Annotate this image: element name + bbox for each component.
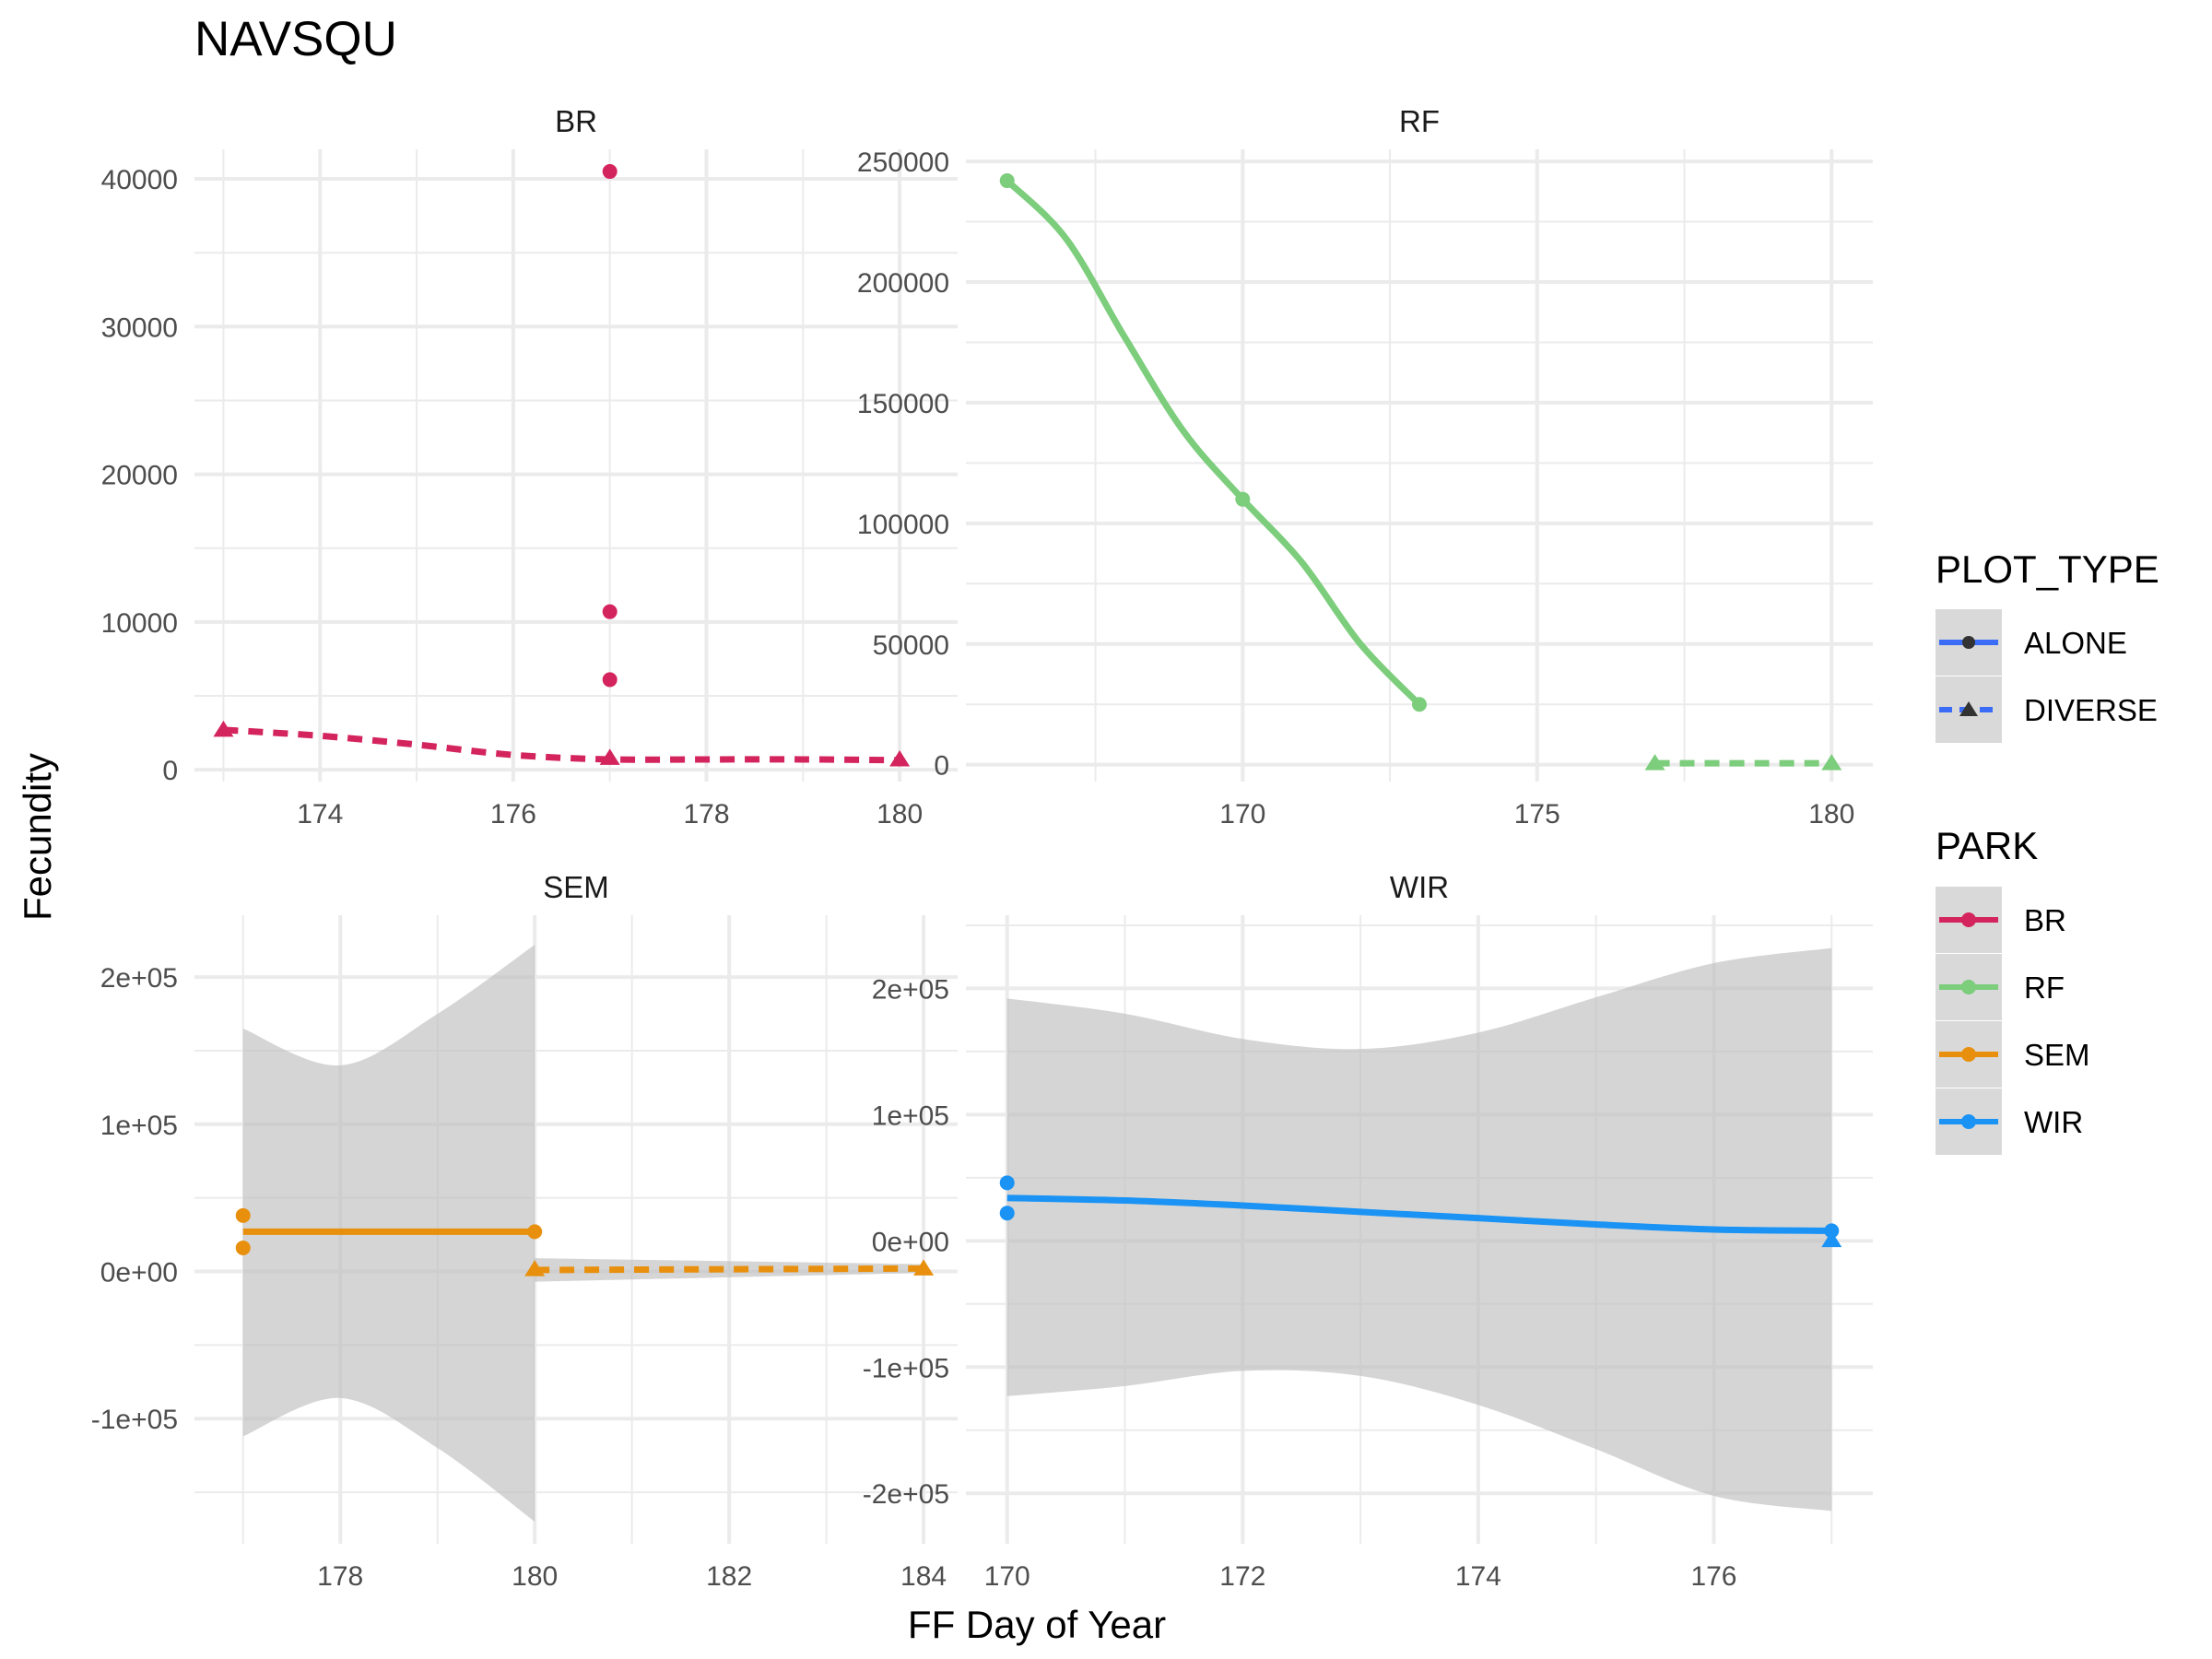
legend-title-plot-type: PLOT_TYPE	[1936, 547, 2159, 591]
data-point-diverse	[1644, 754, 1665, 771]
y-tick-label: -1e+05	[863, 1353, 949, 1383]
y-tick-label: 50000	[873, 630, 949, 661]
y-axis-title: Fecundity	[16, 753, 59, 921]
y-tick-label: 2e+05	[100, 963, 178, 994]
data-point-diverse	[889, 749, 911, 767]
data-point-diverse	[913, 1259, 935, 1276]
data-point-alone	[1235, 491, 1251, 507]
y-tick-label: 0e+00	[872, 1227, 949, 1257]
data-point-alone	[235, 1240, 251, 1255]
data-point-alone	[602, 164, 618, 180]
trend-line-diverse	[223, 726, 900, 764]
x-tick-label: 184	[900, 1561, 947, 1592]
y-tick-label: 20000	[101, 461, 178, 491]
panels: BR 174 176 178 180 0 10000 20000 30000 40000 RF 170…	[91, 104, 1873, 1592]
panel-rf: RF 170 175 180 0 50000 100000 150000 200000 25000…	[857, 104, 1873, 830]
panel-strip-label: SEM	[543, 870, 609, 904]
confidence-band-alone	[1006, 947, 1832, 1512]
data-point-alone	[1412, 697, 1427, 712]
data-point-alone	[602, 604, 618, 619]
y-tick-label: 0	[934, 751, 949, 782]
legend-point-wir	[1961, 1114, 1976, 1129]
x-tick-label: 170	[984, 1561, 1030, 1592]
data-point-alone	[999, 1206, 1015, 1221]
legend-title-park: PARK	[1936, 824, 2038, 867]
panel-br: BR 174 176 178 180 0 10000 20000 30000 40000	[101, 104, 958, 830]
y-tick-label: 30000	[101, 312, 178, 343]
legend-point-triangle	[1959, 701, 1978, 716]
x-tick-label: 180	[512, 1561, 558, 1592]
y-tick-label: 1e+05	[100, 1111, 178, 1141]
data-point-diverse	[599, 748, 620, 765]
legend-label-br: BR	[2024, 903, 2066, 937]
x-tick-label: 172	[1219, 1561, 1265, 1592]
x-tick-label: 178	[317, 1561, 363, 1592]
y-tick-label: 200000	[857, 268, 949, 299]
panel-wir: WIR 170 172 174 176 -2e+05 -1e+05 0e+00 1e+05 2e+…	[863, 870, 1873, 1592]
x-axis-title: FF Day of Year	[908, 1603, 1166, 1646]
panel-strip-label: RF	[1399, 104, 1440, 138]
trend-line-alone	[1006, 1194, 1832, 1234]
x-tick-label: 174	[1455, 1561, 1501, 1592]
y-tick-label: 1e+05	[872, 1100, 949, 1131]
y-tick-label: 0e+00	[100, 1258, 178, 1288]
x-tick-label: 176	[1690, 1561, 1736, 1592]
data-point-alone	[999, 173, 1015, 189]
data-point-alone	[1824, 1223, 1840, 1239]
legend: PLOT_TYPE ALONE DIVERSE PARK BR RF SEM WIR	[1936, 547, 2159, 1155]
y-tick-label: 40000	[101, 165, 178, 195]
y-tick-label: 0	[162, 756, 178, 786]
y-tick-label: 100000	[857, 510, 949, 540]
legend-label-wir: WIR	[2024, 1105, 2083, 1139]
legend-point-sem	[1961, 1047, 1976, 1062]
data-point-alone	[527, 1224, 543, 1240]
x-tick-label: 175	[1514, 799, 1560, 830]
y-tick-label: 10000	[101, 608, 178, 639]
data-point-diverse	[213, 720, 234, 737]
data-point-alone	[235, 1207, 251, 1223]
data-point-alone	[602, 672, 618, 688]
x-tick-label: 174	[297, 799, 343, 830]
chart-title: NAVSQU	[194, 12, 397, 66]
data-point-diverse	[524, 1260, 546, 1277]
confidence-band-diverse	[535, 1258, 924, 1282]
legend-point-rf	[1961, 980, 1976, 994]
panel-sem: SEM 178 180 182 184 -1e+05 0e+00 1e+05 2e+05	[91, 870, 958, 1592]
legend-label-alone: ALONE	[2024, 626, 2127, 660]
x-tick-label: 178	[683, 799, 729, 830]
panel-strip-label: WIR	[1390, 870, 1449, 904]
x-tick-label: 170	[1219, 799, 1265, 830]
data-point-diverse	[1821, 1230, 1842, 1248]
x-tick-label: 180	[877, 799, 923, 830]
legend-point-circle	[1962, 636, 1975, 649]
y-tick-label: 2e+05	[872, 974, 949, 1005]
data-point-diverse	[1821, 754, 1842, 771]
y-tick-label: 250000	[857, 147, 949, 178]
legend-label-rf: RF	[2024, 971, 2065, 1005]
legend-label-sem: SEM	[2024, 1038, 2090, 1072]
x-tick-label: 182	[706, 1561, 752, 1592]
x-tick-label: 176	[490, 799, 536, 830]
y-tick-label: -2e+05	[863, 1479, 949, 1510]
y-tick-label: 150000	[857, 389, 949, 419]
x-tick-label: 180	[1808, 799, 1854, 830]
legend-label-diverse: DIVERSE	[2024, 693, 2158, 727]
panel-strip-label: BR	[555, 104, 597, 138]
data-point-alone	[999, 1175, 1015, 1191]
y-tick-label: -1e+05	[91, 1405, 178, 1435]
trend-line-alone	[1005, 178, 1422, 707]
legend-point-br	[1961, 912, 1976, 927]
